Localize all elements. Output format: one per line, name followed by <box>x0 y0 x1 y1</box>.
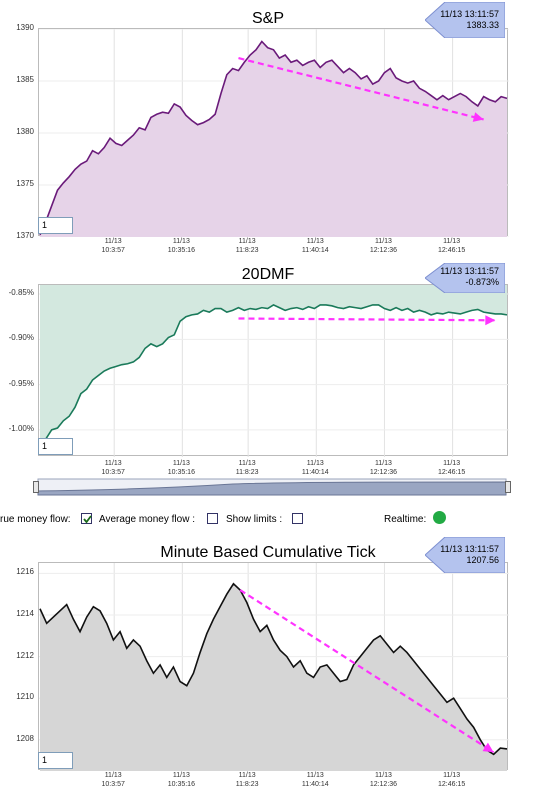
trend-arrow-head <box>485 315 496 326</box>
x-tick-label: 11/13 12:46:15 <box>437 460 466 476</box>
period-input[interactable]: 1 <box>38 752 73 769</box>
y-tick-label: -1.00% <box>8 423 34 433</box>
callout-value: 1383.33 <box>466 20 499 30</box>
chart-title: Minute Based Cumulative Tick <box>160 544 376 561</box>
plot-area[interactable] <box>38 28 509 238</box>
y-tick-label: 1208 <box>16 733 34 743</box>
x-tick-label: 11/13 12:46:15 <box>437 772 466 788</box>
realtime-status-icon[interactable] <box>433 511 446 524</box>
series-line <box>39 582 508 756</box>
series-line <box>40 304 508 440</box>
x-tick-label: 11/13 10:35:16 <box>167 238 195 254</box>
scroller-left-handle[interactable] <box>33 481 39 493</box>
x-tick-label: 11/13 11:8:23 <box>235 460 259 476</box>
tick-chart-svg <box>39 563 509 771</box>
x-tick-label: 11/13 10:3:57 <box>101 238 125 254</box>
dmf-chart-svg <box>39 285 509 457</box>
x-tick-label: 11/13 11:40:14 <box>301 772 329 788</box>
show-limits-checkbox[interactable] <box>292 513 303 524</box>
y-tick-label: -0.90% <box>8 333 34 343</box>
trend-arrow-head <box>482 742 494 753</box>
x-tick-label: 11/13 11:40:14 <box>301 238 329 254</box>
value-callout: 11/13 13:11:57 1383.33 <box>424 1 506 39</box>
y-tick-label: 1380 <box>16 127 34 136</box>
series-area <box>40 583 507 771</box>
period-input[interactable]: 1 <box>38 217 73 234</box>
callout-time: 11/13 13:11:57 <box>440 544 499 554</box>
x-tick-label: 11/13 11:40:14 <box>301 460 329 476</box>
trend-arrow-line <box>239 589 495 754</box>
x-tick-label: 11/13 10:3:57 <box>101 460 125 476</box>
sp-chart-svg <box>39 28 509 238</box>
plot-area[interactable] <box>38 562 509 771</box>
show-limits-label: Show limits : <box>226 514 283 525</box>
scroller-right-handle[interactable] <box>505 481 511 493</box>
check-icon <box>83 515 92 524</box>
value-callout: 11/13 13:11:57 -0.873% <box>424 262 506 294</box>
callout-time: 11/13 13:11:57 <box>440 9 499 19</box>
range-scroller[interactable] <box>33 478 511 496</box>
callout-time: 11/13 13:11:57 <box>440 266 499 276</box>
x-tick-label: 11/13 12:12:36 <box>369 460 398 476</box>
trend-arrow-line <box>238 317 496 322</box>
x-tick-label: 11/13 12:46:15 <box>437 238 466 254</box>
chart-title: 20DMF <box>241 266 295 283</box>
series-line <box>39 40 508 236</box>
x-tick-label: 11/13 11:8:23 <box>235 238 259 254</box>
x-tick-label: 11/13 10:3:57 <box>101 772 125 788</box>
y-tick-label: 1390 <box>16 23 34 32</box>
y-tick-label: 1212 <box>16 650 34 660</box>
y-tick-label: -0.85% <box>8 288 34 298</box>
callout-value: 1207.56 <box>466 555 499 565</box>
x-tick-label: 11/13 10:35:16 <box>167 460 195 476</box>
true-money-flow-checkbox[interactable] <box>81 513 92 524</box>
y-tick-label: 1214 <box>16 609 34 618</box>
period-input[interactable]: 1 <box>38 438 73 455</box>
x-tick-label: 11/13 12:12:36 <box>369 772 398 788</box>
plot-area[interactable] <box>38 284 509 457</box>
trend-arrow-line <box>238 57 484 121</box>
chart-title: S&P <box>251 10 284 27</box>
average-money-flow-label: Average money flow : <box>99 514 195 525</box>
trend-arrow-head <box>472 112 484 122</box>
average-money-flow-checkbox[interactable] <box>207 513 218 524</box>
y-tick-label: 1385 <box>16 75 34 84</box>
y-tick-label: 1370 <box>16 231 34 240</box>
realtime-label: Realtime: <box>384 514 427 525</box>
y-tick-label: 1210 <box>16 692 34 702</box>
value-callout: 11/13 13:11:57 1207.56 <box>424 536 506 574</box>
scroller-mini-chart <box>37 478 507 496</box>
controls-bar: rue money flow: Average money flow : Sho… <box>0 511 536 528</box>
callout-value: -0.873% <box>465 277 499 287</box>
y-tick-label: 1216 <box>16 567 34 577</box>
x-tick-label: 11/13 10:35:16 <box>167 772 195 788</box>
series-area <box>40 285 507 439</box>
y-tick-label: -0.95% <box>8 378 34 388</box>
x-tick-label: 11/13 11:8:23 <box>235 772 259 788</box>
x-tick-label: 11/13 12:12:36 <box>369 238 398 254</box>
series-area <box>40 41 507 238</box>
true-money-flow-label: rue money flow: <box>0 514 71 525</box>
y-tick-label: 1375 <box>16 179 34 188</box>
